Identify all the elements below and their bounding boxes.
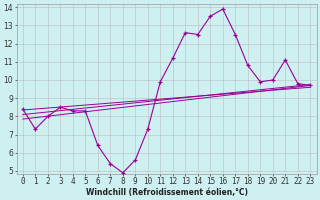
X-axis label: Windchill (Refroidissement éolien,°C): Windchill (Refroidissement éolien,°C)	[85, 188, 248, 197]
